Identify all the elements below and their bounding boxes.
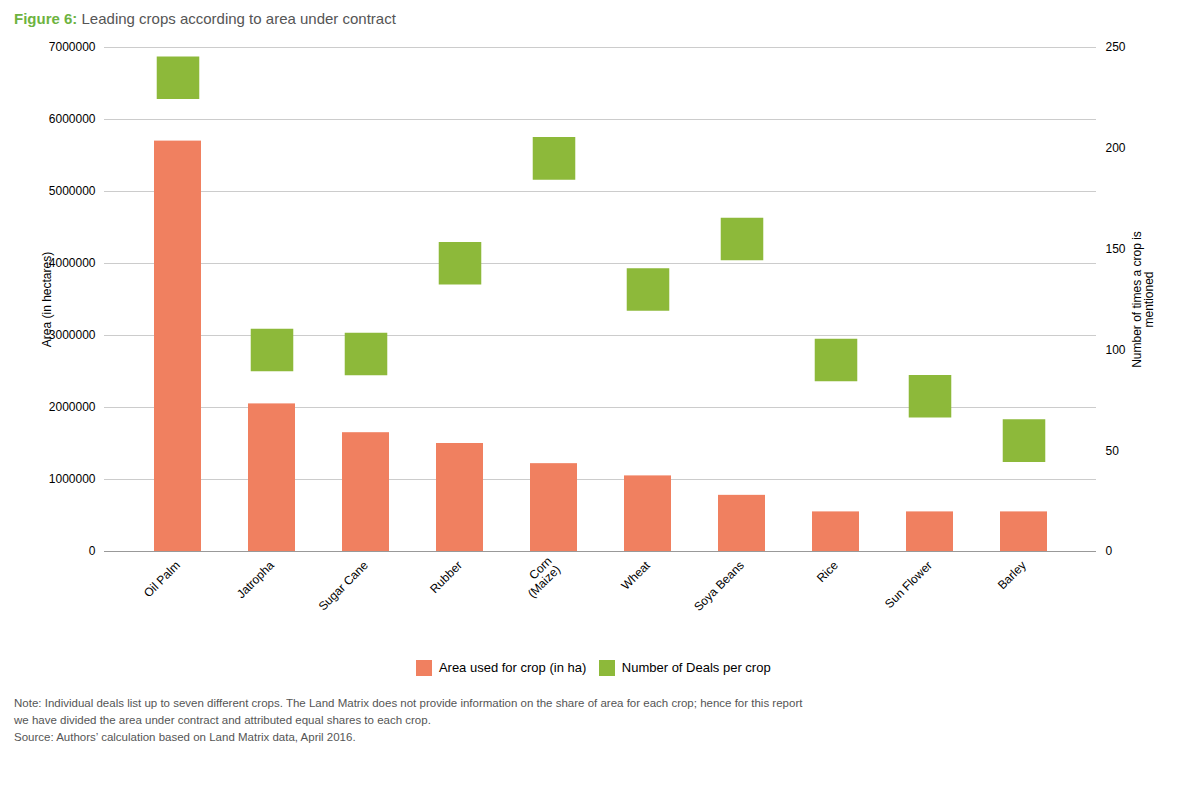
svg-text:5000000: 5000000 <box>49 184 96 198</box>
svg-text:0: 0 <box>1106 544 1113 558</box>
svg-text:250: 250 <box>1106 40 1126 54</box>
svg-text:0: 0 <box>89 544 96 558</box>
svg-text:Oil Palm: Oil Palm <box>141 558 183 600</box>
html-text:Area used for crop (in ha): Area used for crop (in ha) <box>438 660 587 675</box>
svg-text:Wheat: Wheat <box>618 558 653 593</box>
svg-text:Area (in hectares): Area (in hectares) <box>40 252 54 347</box>
svg-text:2000000: 2000000 <box>49 400 96 414</box>
svg-text:50: 50 <box>1106 444 1120 458</box>
html-text:Figure 6: Leading crops accord: Figure 6: Leading crops according to are… <box>14 10 396 27</box>
svg-text:Sun Flower: Sun Flower <box>882 558 935 611</box>
svg-text:3000000: 3000000 <box>49 328 96 342</box>
svg-text:Jatropha: Jatropha <box>234 558 277 601</box>
svg-text:Rice: Rice <box>814 558 841 585</box>
html-text:Number of Deals per crop: Number of Deals per crop <box>621 660 771 675</box>
svg-text:Number of times a crop ismenti: Number of times a crop ismentioned <box>1130 231 1156 368</box>
svg-text:1000000: 1000000 <box>49 472 96 486</box>
svg-text:7000000: 7000000 <box>49 40 96 54</box>
svg-text:Soya Beans: Soya Beans <box>691 558 747 614</box>
svg-text:200: 200 <box>1106 141 1126 155</box>
svg-text:Rubber: Rubber <box>427 558 465 596</box>
svg-text:6000000: 6000000 <box>49 112 96 126</box>
svg-text:4000000: 4000000 <box>49 256 96 270</box>
svg-text:Corn(Maize): Corn(Maize) <box>516 554 563 601</box>
html-text:Note: Individual deals list up: Note: Individual deals list up to seven … <box>14 696 803 743</box>
svg-text:Barley: Barley <box>995 558 1029 592</box>
svg-text:100: 100 <box>1106 343 1126 357</box>
svg-text:150: 150 <box>1106 242 1126 256</box>
svg-text:Sugar Cane: Sugar Cane <box>316 558 371 613</box>
